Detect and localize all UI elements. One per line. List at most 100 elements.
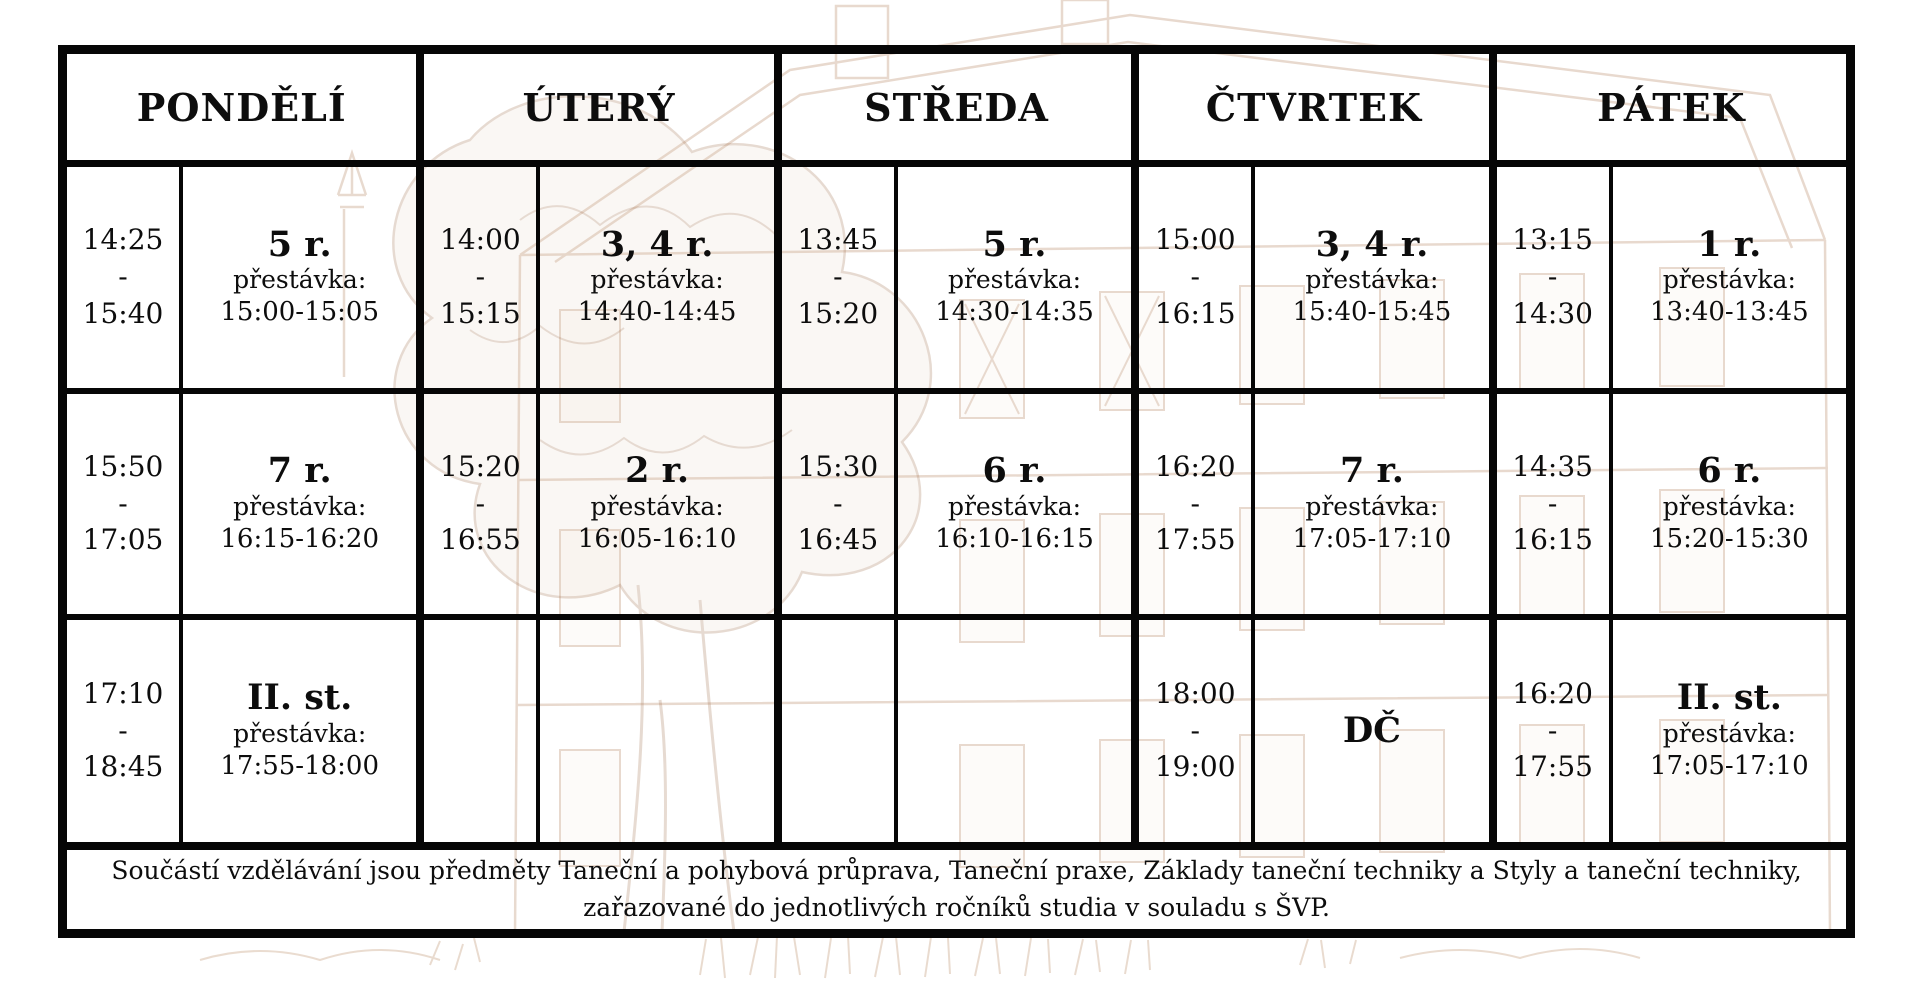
footer-note-line-2: zařazované do jednotlivých ročníků studi… [583, 892, 1330, 922]
time-start: 17:10 [82, 676, 164, 710]
time-range: 13:15 - 14:30 [1497, 167, 1613, 388]
break-time: 16:15-16:20 [220, 523, 380, 554]
group-label: 5 r. [267, 223, 332, 265]
time-end: 16:15 [1512, 523, 1593, 557]
time-separator: - [1547, 260, 1558, 294]
time-range: 13:45 - 15:20 [782, 167, 898, 388]
group-label: 7 r. [1339, 450, 1404, 492]
time-start: 14:35 [1512, 449, 1593, 483]
lesson-info: 6 r. přestávka: 16:10-16:15 [898, 394, 1131, 614]
time-range: 15:50 - 17:05 [67, 394, 183, 614]
day-header-thursday: ČTVRTEK [1131, 54, 1488, 160]
group-label: II. st. [1676, 677, 1782, 719]
lesson-cell-wednesday-2: 15:30 - 16:45 6 r. přestávka: 16:10-16:1… [773, 394, 1131, 614]
break-label: přestávka: [590, 491, 724, 521]
lesson-cell-thursday-1: 15:00 - 16:15 3, 4 r. přestávka: 15:40-1… [1131, 167, 1488, 388]
break-time: 14:30-14:35 [935, 297, 1094, 328]
time-range: 15:30 - 16:45 [782, 394, 898, 614]
time-end: 15:40 [82, 296, 164, 330]
day-header-wednesday: STŘEDA [773, 54, 1131, 160]
lesson-cell-monday-1: 14:25 - 15:40 5 r. přestávka: 15:00-15:0… [67, 167, 416, 388]
lesson-cell-friday-1: 13:15 - 14:30 1 r. přestávka: 13:40-13:4… [1488, 167, 1846, 388]
time-start: 18:00 [1154, 676, 1236, 710]
time-start: 13:15 [1512, 223, 1593, 257]
break-label: přestávka: [233, 718, 367, 748]
time-end: 17:05 [82, 523, 164, 557]
time-range: 15:20 - 16:55 [424, 394, 541, 614]
lesson-info: 3, 4 r. přestávka: 14:40-14:45 [540, 167, 773, 388]
time-end: 16:45 [797, 523, 879, 557]
break-label: přestávka: [590, 265, 724, 295]
break-time: 15:00-15:05 [220, 297, 380, 328]
lesson-cell-thursday-2: 16:20 - 17:55 7 r. přestávka: 17:05-17:1… [1131, 394, 1488, 614]
lesson-info: 7 r. přestávka: 17:05-17:10 [1255, 394, 1488, 614]
break-time: 15:40-15:45 [1292, 297, 1452, 328]
time-start: 13:45 [797, 223, 879, 257]
group-label: 2 r. [625, 450, 690, 492]
lesson-info [540, 620, 773, 842]
time-separator: - [1190, 486, 1200, 520]
time-start: 14:25 [82, 223, 164, 257]
lesson-info: 2 r. přestávka: 16:05-16:10 [540, 394, 773, 614]
break-time: 14:40-14:45 [577, 297, 737, 328]
lesson-row-3: 17:10 - 18:45 II. st. přestávka: 17:55-1… [67, 620, 1846, 850]
header-row: PONDĚLÍ ÚTERÝ STŘEDA ČTVRTEK PÁTEK [67, 54, 1846, 167]
break-label: přestávka: [947, 491, 1082, 521]
time-separator: - [833, 260, 843, 294]
time-separator: - [1190, 713, 1200, 747]
lesson-row-2: 15:50 - 17:05 7 r. přestávka: 16:15-16:2… [67, 394, 1846, 620]
break-label: přestávka: [233, 491, 367, 521]
lesson-info: 5 r. přestávka: 14:30-14:35 [898, 167, 1131, 388]
group-label: DČ [1342, 709, 1402, 751]
break-label: přestávka: [1662, 265, 1796, 295]
break-label: přestávka: [947, 265, 1082, 295]
group-label: 1 r. [1697, 223, 1762, 265]
time-range: 16:20 - 17:55 [1497, 620, 1613, 842]
lesson-info [898, 620, 1131, 842]
time-end: 16:55 [440, 523, 521, 557]
break-time: 16:10-16:15 [935, 523, 1094, 554]
time-separator: - [118, 260, 128, 294]
time-start: 16:20 [1512, 676, 1593, 710]
break-time: 15:20-15:30 [1650, 523, 1809, 554]
time-range: 15:00 - 16:15 [1139, 167, 1256, 388]
lesson-cell-wednesday-3 [773, 620, 1131, 842]
group-label: 3, 4 r. [600, 223, 714, 265]
time-end: 15:15 [440, 296, 521, 330]
time-range [782, 620, 898, 842]
time-range: 17:10 - 18:45 [67, 620, 183, 842]
break-time: 17:55-18:00 [220, 750, 380, 781]
group-label: 7 r. [267, 450, 332, 492]
time-start: 15:30 [797, 449, 879, 483]
lesson-cell-thursday-3: 18:00 - 19:00 DČ [1131, 620, 1488, 842]
time-separator: - [1190, 260, 1200, 294]
lesson-cell-wednesday-1: 13:45 - 15:20 5 r. přestávka: 14:30-14:3… [773, 167, 1131, 388]
footer-note-line-1: Součástí vzdělávání jsou předměty Tanečn… [111, 856, 1802, 886]
lesson-info: II. st. přestávka: 17:55-18:00 [183, 620, 416, 842]
break-time: 13:40-13:45 [1650, 297, 1809, 328]
time-end: 17:55 [1512, 750, 1593, 784]
lesson-row-1: 14:25 - 15:40 5 r. přestávka: 15:00-15:0… [67, 167, 1846, 394]
lesson-cell-tuesday-2: 15:20 - 16:55 2 r. přestávka: 16:05-16:1… [416, 394, 773, 614]
lesson-cell-monday-2: 15:50 - 17:05 7 r. přestávka: 16:15-16:2… [67, 394, 416, 614]
time-end: 15:20 [797, 296, 879, 330]
time-start: 14:00 [440, 223, 521, 257]
time-end: 16:15 [1154, 296, 1236, 330]
time-range: 14:00 - 15:15 [424, 167, 541, 388]
time-end: 19:00 [1154, 750, 1236, 784]
time-separator: - [118, 486, 128, 520]
group-label: 3, 4 r. [1315, 223, 1429, 265]
time-start: 15:00 [1154, 223, 1236, 257]
break-label: přestávka: [233, 265, 367, 295]
break-label: přestávka: [1662, 491, 1796, 521]
lesson-info: 3, 4 r. přestávka: 15:40-15:45 [1255, 167, 1488, 388]
lesson-cell-tuesday-3 [416, 620, 773, 842]
lesson-info: 5 r. přestávka: 15:00-15:05 [183, 167, 416, 388]
time-end: 17:55 [1154, 523, 1236, 557]
group-label: II. st. [247, 677, 353, 719]
timetable: PONDĚLÍ ÚTERÝ STŘEDA ČTVRTEK PÁTEK 14:25… [58, 45, 1855, 938]
footer-note: Součástí vzdělávání jsou předměty Tanečn… [67, 850, 1846, 929]
break-time: 17:05-17:10 [1650, 750, 1809, 781]
day-header-friday: PÁTEK [1488, 54, 1846, 160]
lesson-info: 1 r. přestávka: 13:40-13:45 [1613, 167, 1846, 388]
